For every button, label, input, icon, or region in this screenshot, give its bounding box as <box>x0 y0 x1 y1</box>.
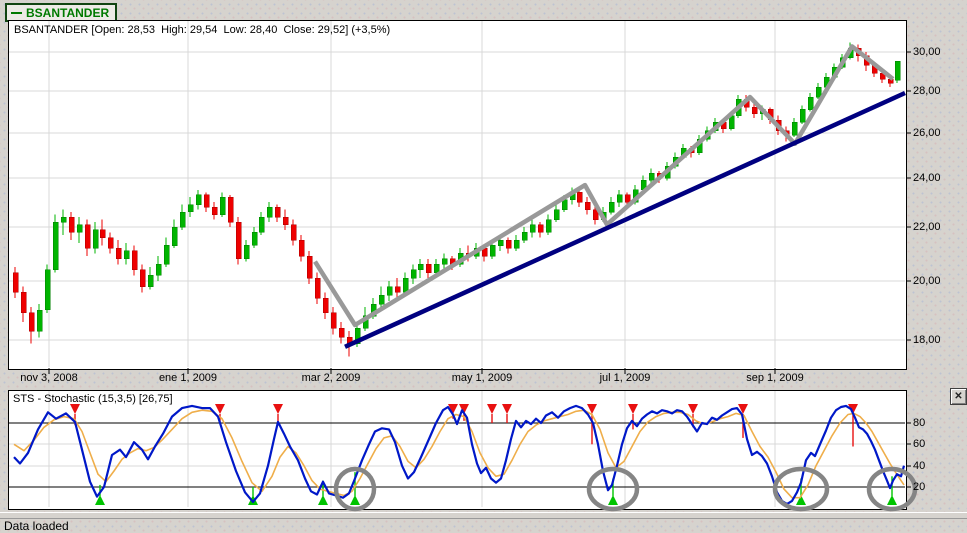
date-tick-label: nov 3, 2008 <box>20 372 78 384</box>
stochastic-panel-header: STS - Stochastic (15,3,5) [26,75] <box>13 393 173 405</box>
sell-signal-icon <box>848 404 858 414</box>
status-bar-text: Data loaded <box>4 519 69 533</box>
stochastic-panel[interactable] <box>8 390 907 510</box>
oversold-highlight-circle <box>586 466 640 512</box>
price-tick-label: 24,00 <box>913 172 941 184</box>
price-tick-label: 28,00 <box>913 85 941 97</box>
stochastic-signal-line <box>13 409 905 499</box>
date-tick-label: mar 2, 2009 <box>301 372 361 384</box>
buy-signal-icon <box>248 495 258 505</box>
buy-signal-icon <box>318 495 328 505</box>
oversold-highlight-circle <box>772 466 830 512</box>
sell-signal-icon <box>502 404 512 414</box>
stochastic-tick-label: 40 <box>913 460 926 472</box>
close-indicator-button[interactable]: ✕ <box>950 388 967 405</box>
date-tick-label: sep 1, 2009 <box>746 372 804 384</box>
stochastic-tick-label: 80 <box>913 417 926 429</box>
signal-markers <box>70 404 897 505</box>
date-tick-label: may 1, 2009 <box>451 372 513 384</box>
sell-signal-icon <box>70 404 80 414</box>
price-tick-label: 26,00 <box>913 127 941 139</box>
close-icon: ✕ <box>954 391 963 402</box>
price-gridlines <box>9 21 911 374</box>
tab-label: BSANTANDER <box>26 5 110 20</box>
price-tick-label: 18,00 <box>913 334 941 346</box>
price-tick-label: 20,00 <box>913 275 941 287</box>
sell-signal-icon <box>459 404 469 414</box>
candlestick-series <box>12 42 901 357</box>
sell-signal-icon <box>215 404 225 414</box>
stochastic-main-line <box>13 404 906 506</box>
sell-signal-icon <box>448 404 458 414</box>
line-series-icon <box>11 11 22 14</box>
price-tick-label: 30,00 <box>913 46 941 58</box>
buy-signal-icon <box>95 495 105 505</box>
date-tick-label: jul 1, 2009 <box>599 372 651 384</box>
zigzag-overlay <box>313 44 895 328</box>
sell-signal-icon <box>587 404 597 414</box>
stochastic-tick-label: 60 <box>913 438 926 450</box>
buy-signal-icon <box>608 495 618 505</box>
oversold-highlight-circle <box>866 466 918 512</box>
trendline-overlay <box>344 90 906 349</box>
price-tick-label: 22,00 <box>913 221 941 233</box>
sell-signal-icon <box>487 404 497 414</box>
buy-signal-icon <box>887 495 897 505</box>
date-tick-label: ene 1, 2009 <box>158 372 218 384</box>
buy-signal-icon <box>350 495 360 505</box>
oversold-highlight-circle <box>333 466 377 512</box>
stochastic-tick-label: 20 <box>913 481 926 493</box>
price-panel-header: BSANTANDER [Open: 28,53 High: 29,54 Low:… <box>14 24 391 36</box>
sell-signal-icon <box>628 404 638 414</box>
sell-signal-icon <box>738 404 748 414</box>
sell-signal-icon <box>688 404 698 414</box>
price-chart-panel[interactable] <box>8 20 907 370</box>
panel-splitter[interactable] <box>0 512 967 519</box>
sell-signal-icon <box>273 404 283 414</box>
buy-signal-icon <box>796 495 806 505</box>
